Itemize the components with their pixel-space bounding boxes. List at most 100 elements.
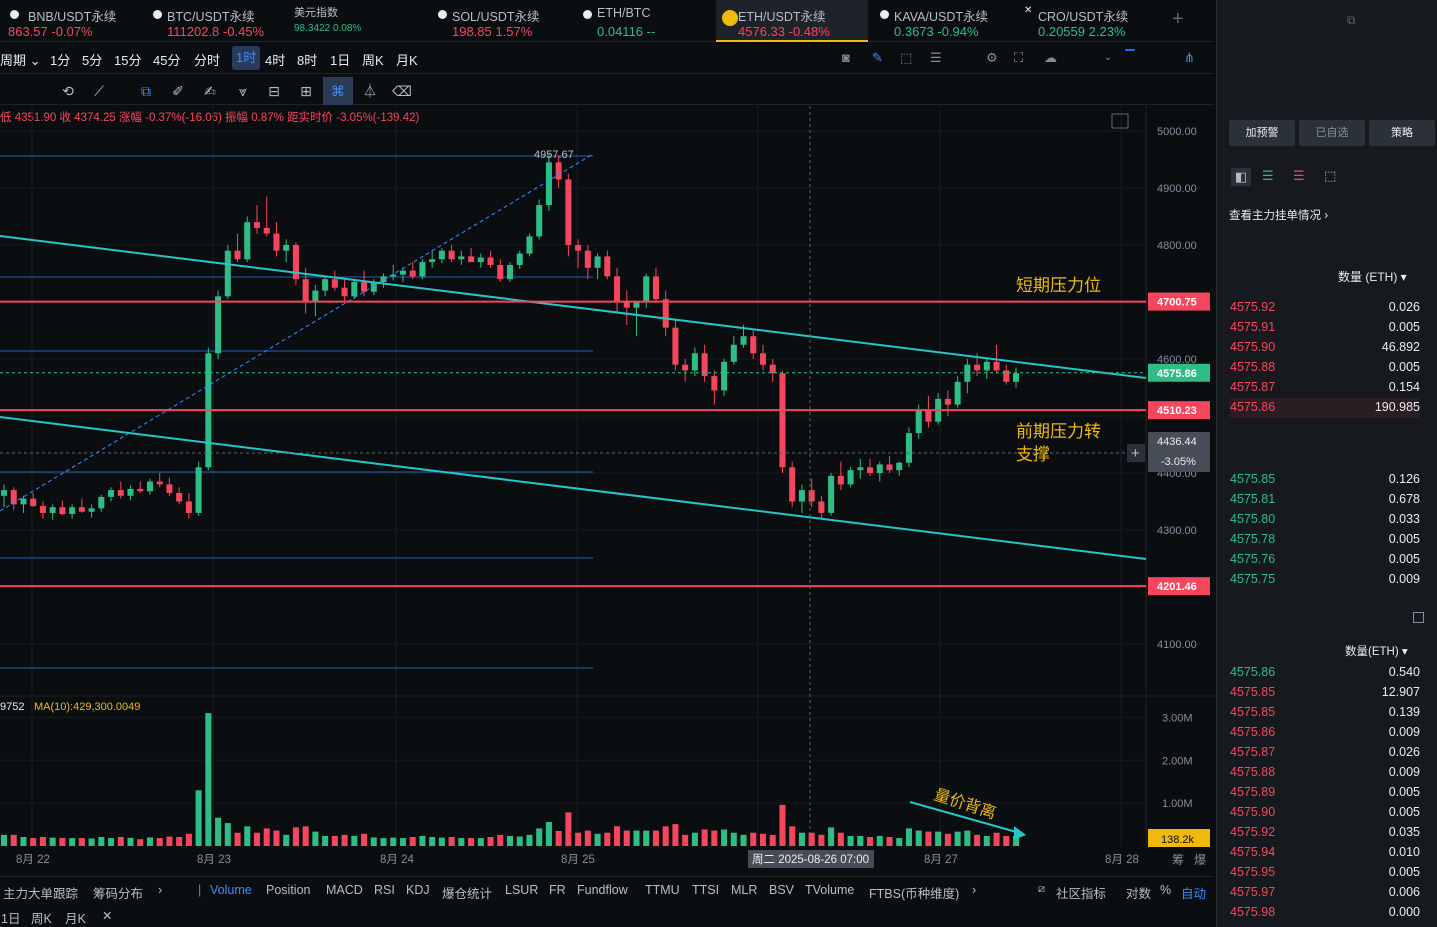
chevron-down-icon[interactable]: ⌄ xyxy=(1104,52,1113,63)
period-shortcut[interactable]: 月K xyxy=(65,912,86,926)
indicator-tab[interactable]: RSI xyxy=(374,883,395,897)
indicator-tab[interactable]: KDJ xyxy=(406,883,430,897)
bid-row[interactable]: 4575.85 0.126 xyxy=(1230,470,1420,490)
timeframe-6[interactable]: 1时 xyxy=(232,46,261,70)
timeframe-9[interactable]: 1日 xyxy=(330,53,351,68)
period-shortcut[interactable]: 周K xyxy=(31,912,52,926)
chip-label[interactable]: 筹 xyxy=(1172,853,1184,867)
bid-row[interactable]: 4575.80 0.033 xyxy=(1230,510,1420,530)
period-shortcut[interactable]: 1日 xyxy=(1,912,21,926)
timeframe-3[interactable]: 15分 xyxy=(114,53,142,68)
lock-icon[interactable]: ⊟ xyxy=(268,83,280,99)
indicator-tab[interactable]: Position xyxy=(266,883,311,897)
book-view-icon[interactable]: ◧ xyxy=(1231,168,1252,186)
bid-row[interactable]: 4575.76 0.005 xyxy=(1230,550,1420,570)
ask-row[interactable]: 4575.92 0.026 xyxy=(1230,298,1420,318)
add-alert-icon[interactable] xyxy=(1127,444,1145,462)
chart-annotation[interactable]: 支撑 xyxy=(1016,445,1050,465)
add-tab-icon[interactable]: + xyxy=(1172,8,1184,30)
timeframe-4[interactable]: 45分 xyxy=(153,53,181,68)
indicator-tab[interactable]: MACD xyxy=(326,883,363,897)
bid-row[interactable]: 4575.81 0.678 xyxy=(1230,490,1420,510)
liquidation-label[interactable]: 爆 xyxy=(1194,853,1206,867)
ask-row[interactable]: 4575.86 190.985 xyxy=(1230,398,1420,418)
indicator-tab[interactable]: TTSI xyxy=(692,883,720,897)
indicator-tab[interactable]: TVolume xyxy=(805,883,855,897)
cycle-icon[interactable]: ⟲ xyxy=(62,83,74,99)
col-qty[interactable]: 数量 (ETH) ▾ xyxy=(1338,270,1407,284)
bid-row[interactable]: 4575.75 0.009 xyxy=(1230,570,1420,590)
ask-row[interactable]: 4575.87 0.154 xyxy=(1230,378,1420,398)
copy-icon[interactable]: ⧉ xyxy=(1347,13,1356,27)
indicator-tab[interactable]: FTBS(币种维度) xyxy=(869,887,960,901)
symbol-tab[interactable]: 美元指数 98.3422 0.08% xyxy=(288,0,428,42)
indicator-tab[interactable]: Volume xyxy=(210,883,252,897)
indicator-tab[interactable]: LSUR xyxy=(505,883,539,897)
chart-option[interactable]: 社区指标 xyxy=(1056,887,1107,901)
indicator-tab[interactable]: 爆仓统计 xyxy=(442,887,493,901)
chevron-right-icon[interactable]: › xyxy=(972,883,977,897)
list-icon[interactable]: ☰ xyxy=(930,50,942,65)
book-view-icon[interactable]: ⬚ xyxy=(1324,168,1337,183)
pen-tool-icon[interactable]: ⟋ xyxy=(94,83,104,99)
ask-row[interactable]: 4575.90 46.892 xyxy=(1230,338,1420,358)
symbol-tab[interactable]: KAVA/USDT永续 0.3673 -0.94% xyxy=(872,0,1012,42)
indicator-tab[interactable]: 筹码分布 xyxy=(93,887,144,901)
symbol-tab[interactable]: ✕ CRO/USDT永续 0.20559 2.23% xyxy=(1016,0,1154,42)
indicator-tab[interactable]: Fundflow xyxy=(577,883,628,897)
indicator-tab[interactable]: 主力大单跟踪 xyxy=(3,887,79,901)
book-view-icon[interactable]: ☰ xyxy=(1293,168,1305,183)
main-orders-link[interactable]: 查看主力挂单情况 › xyxy=(1229,210,1329,222)
pencil-icon[interactable]: ✎ xyxy=(872,50,883,65)
ai-interpret-button[interactable] xyxy=(1125,49,1135,51)
timeframe-5[interactable]: 分时 xyxy=(194,53,221,68)
ruler-icon[interactable]: ✐ xyxy=(172,83,184,99)
indicator-tab[interactable]: FR xyxy=(549,883,566,897)
timeframe-8[interactable]: 8时 xyxy=(297,53,318,68)
chart-option[interactable]: 对数 xyxy=(1126,887,1152,901)
community-icon[interactable]: ⧄ xyxy=(1038,883,1045,895)
chart-annotation[interactable]: 前期压力转 xyxy=(1016,422,1101,442)
share-icon[interactable]: ⋔ xyxy=(1184,50,1195,65)
ask-row[interactable]: 4575.91 0.005 xyxy=(1230,318,1420,338)
big-order-tool[interactable] xyxy=(0,81,16,101)
timeframe-1[interactable]: 1分 xyxy=(50,53,71,68)
add-alert-button[interactable]: 加预警 xyxy=(1229,120,1295,146)
timeframe-7[interactable]: 4时 xyxy=(265,53,286,68)
symbol-tab[interactable]: ETH/BTC 0.04116 -- xyxy=(575,0,713,42)
price-chart[interactable]: 4100.004300.004400.004600.004800.004900.… xyxy=(0,106,1214,876)
timeframe-0[interactable]: 周期 ⌄ xyxy=(0,53,41,68)
chart-annotation[interactable]: 短期压力位 xyxy=(1016,276,1101,296)
symbol-tab[interactable]: BTC/USDT永续 111202.8 -0.45% xyxy=(145,0,285,42)
timeframe-10[interactable]: 周K xyxy=(362,53,384,68)
camera-icon[interactable]: ◙ xyxy=(842,50,850,65)
trash-icon[interactable]: ⌫ xyxy=(392,83,412,99)
trades-col-qty[interactable]: 数量(ETH) ▾ xyxy=(1345,646,1408,658)
note-icon[interactable]: ⊞ xyxy=(300,83,312,99)
expand-icon[interactable] xyxy=(1111,113,1129,129)
symbol-tab[interactable]: ETH/USDT永续 4576.33 -0.48% xyxy=(716,0,868,42)
strategy-button[interactable]: 策略 xyxy=(1369,120,1435,146)
cloud-icon[interactable]: ☁ xyxy=(1044,50,1057,65)
gear-icon[interactable]: ⚙ xyxy=(986,50,998,65)
close-icon[interactable]: ✕ xyxy=(102,909,113,923)
indicator-tab[interactable]: BSV xyxy=(769,883,795,897)
symbol-tab[interactable]: SOL/USDT永续 198.85 1.57% xyxy=(430,0,570,42)
crop-icon[interactable]: ⬚ xyxy=(900,50,913,65)
brush-icon[interactable]: ✍ xyxy=(204,83,216,99)
chevron-right-icon[interactable]: › xyxy=(158,883,163,897)
chart-option[interactable]: % xyxy=(1160,883,1172,897)
filter-icon[interactable]: ⏃ xyxy=(363,83,377,99)
bid-row[interactable]: 4575.78 0.005 xyxy=(1230,530,1420,550)
timeframe-11[interactable]: 月K xyxy=(396,53,418,68)
indicator-tab[interactable]: TTMU xyxy=(645,883,680,897)
magnet-icon[interactable]: ⌘ xyxy=(323,77,353,105)
layers-icon[interactable]: ⧉ xyxy=(141,83,151,99)
book-view-icon[interactable]: ☰ xyxy=(1262,168,1274,183)
chip-tool[interactable] xyxy=(25,81,45,101)
pattern-icon[interactable]: ⩔ xyxy=(239,83,247,99)
chart-option[interactable]: 自动 xyxy=(1181,887,1207,901)
indicator-tab[interactable]: MLR xyxy=(731,883,758,897)
ask-row[interactable]: 4575.88 0.005 xyxy=(1230,358,1420,378)
timeframe-2[interactable]: 5分 xyxy=(82,53,103,68)
